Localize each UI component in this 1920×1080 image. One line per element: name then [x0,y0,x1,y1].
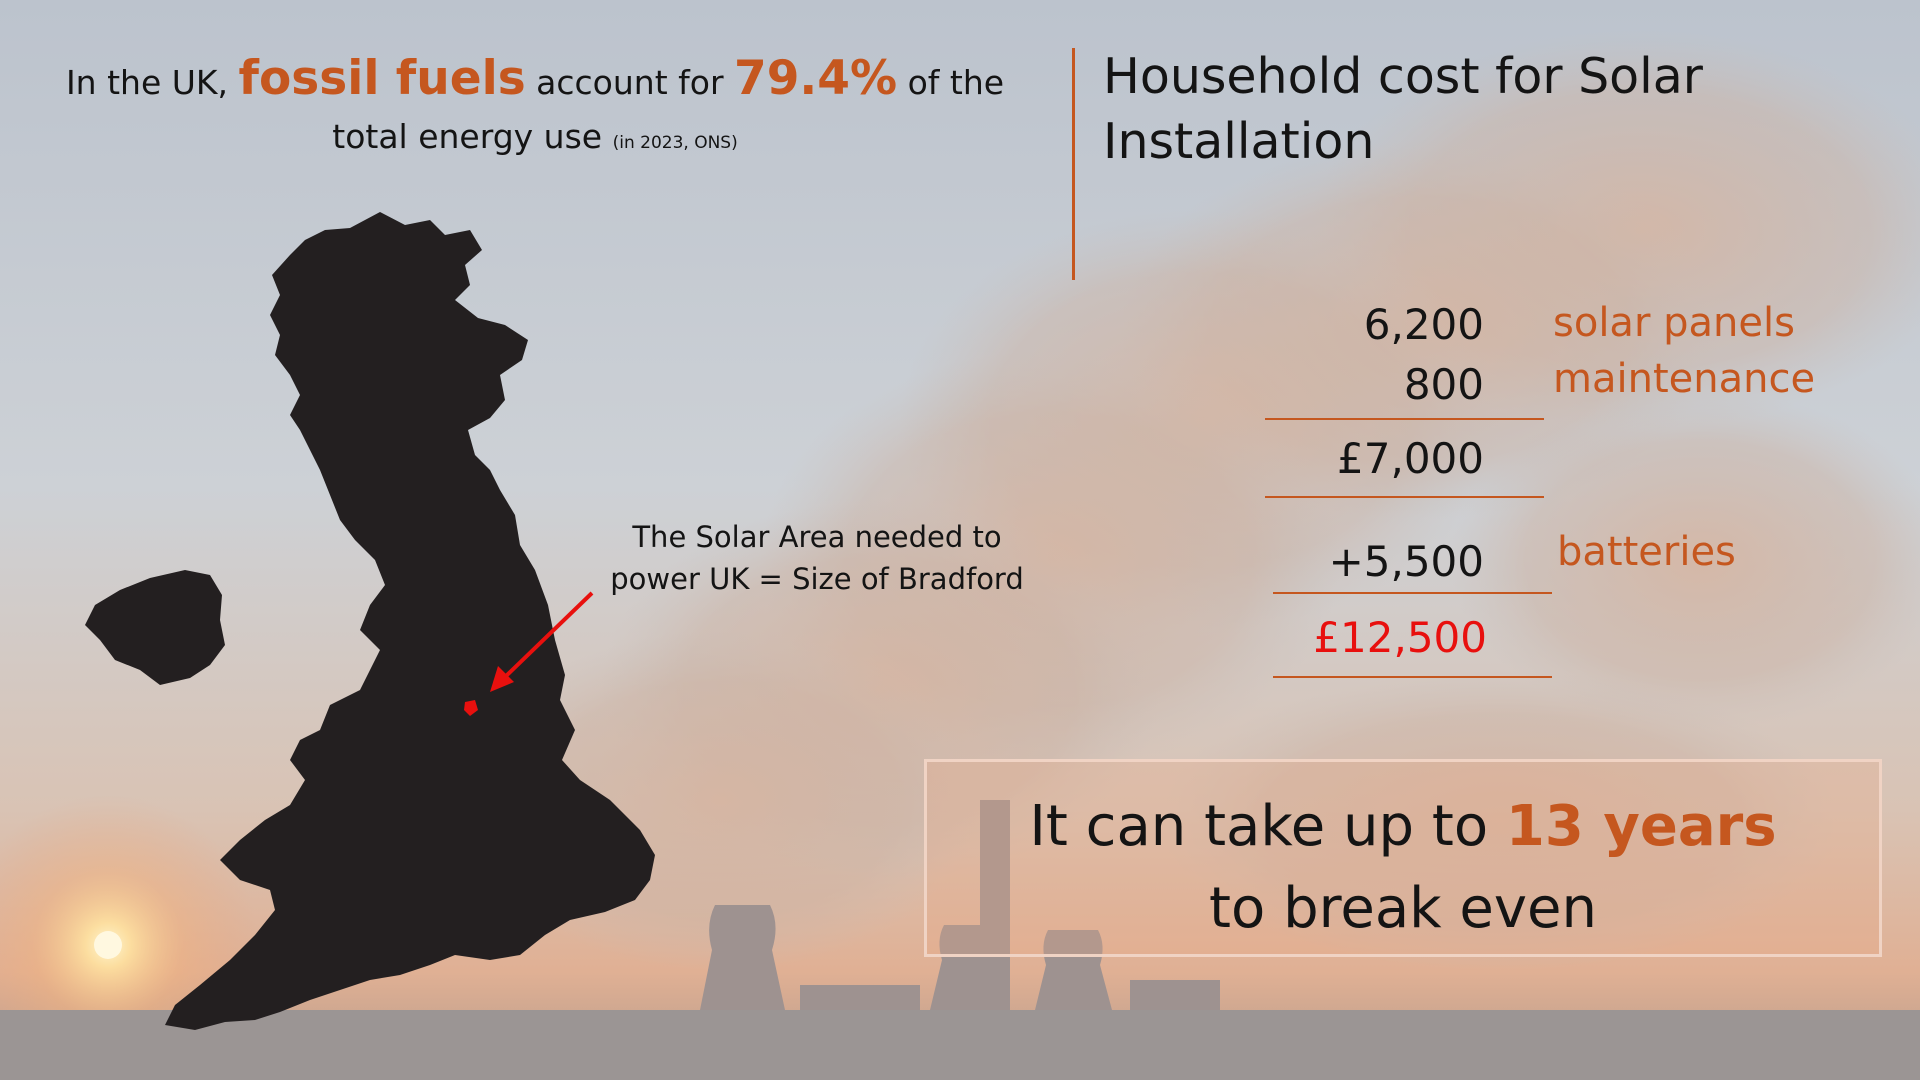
headline: In the UK, fossil fuels account for 79.4… [20,52,1050,170]
headline-fossil-fuels: fossil fuels [238,51,526,106]
amount-total: £12,500 [1313,613,1487,662]
breakeven-prefix: It can take up to [1029,794,1489,859]
amount-subtotal: £7,000 [1337,434,1484,483]
map-callout-line-1: The Solar Area needed to [632,520,1002,554]
breakeven-line-1: It can take up to 13 years [927,786,1879,868]
headline-line-2: total energy use (in 2023, ONS) [20,110,1050,170]
headline-middle: account for [536,63,724,102]
headline-suffix: of the [907,63,1005,102]
map-callout: The Solar Area needed to power UK = Size… [592,516,1042,600]
rule-subtotal [1265,418,1544,420]
amount-solar-panels: 6,200 [1363,300,1484,349]
power-station-silhouette [700,800,1220,1010]
rule-subtotal-bottom [1265,496,1544,498]
headline-percentage: 79.4% [734,51,898,106]
amount-maintenance: 800 [1403,360,1484,409]
great-britain-shape [165,212,655,1030]
uk-map [85,212,655,1030]
vertical-divider [1072,48,1075,280]
breakeven-box: It can take up to 13 years to break even [924,759,1882,957]
northern-ireland-shape [85,570,225,685]
breakeven-line-2: to break even [1209,876,1597,941]
map-callout-line-2: power UK = Size of Bradford [610,562,1024,596]
bradford-marker [464,700,478,716]
callout-arrow [490,591,594,692]
headline-line-1: In the UK, fossil fuels account for 79.4… [20,52,1050,110]
rule-total [1273,592,1552,594]
label-maintenance: maintenance [1553,356,1816,402]
amount-batteries: +5,500 [1328,537,1484,586]
cost-title: Household cost for Solar Installation [1103,48,1703,170]
headline-prefix: In the UK, [65,63,229,102]
headline-total-energy: total energy use [332,117,603,156]
headline-source: (in 2023, ONS) [612,133,738,153]
breakeven-years: 13 years [1505,794,1777,859]
breakeven-text: It can take up to 13 years to break even [927,786,1879,950]
rule-total-bottom [1273,676,1552,678]
label-batteries: batteries [1557,529,1736,575]
label-solar-panels: solar panels [1553,300,1795,346]
